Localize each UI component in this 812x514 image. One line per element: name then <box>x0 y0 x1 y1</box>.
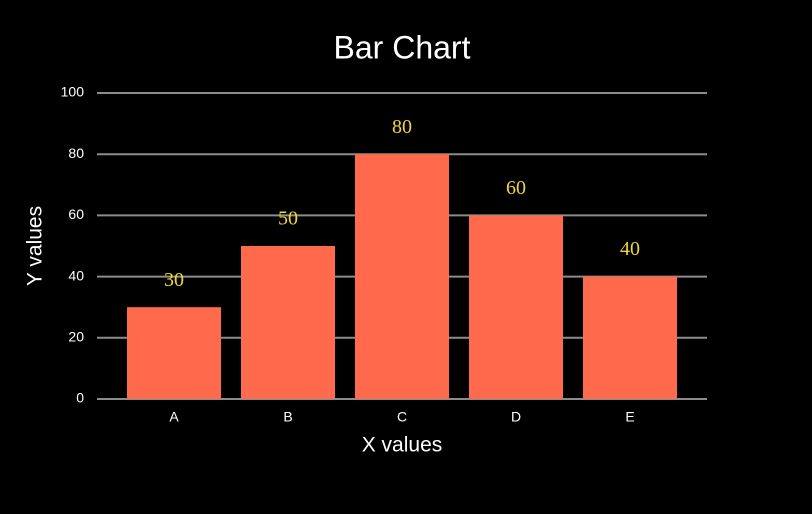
x-tick-label: B <box>283 409 292 425</box>
y-tick-label: 60 <box>68 206 84 222</box>
bar <box>241 246 335 399</box>
y-axis-label: Y values <box>24 206 47 286</box>
value-label: 60 <box>506 177 526 199</box>
value-label: 30 <box>164 269 184 291</box>
value-label: 80 <box>392 116 412 138</box>
x-axis-label: X values <box>362 434 443 457</box>
x-tick-label: A <box>169 409 179 425</box>
x-tick-label: E <box>625 409 634 425</box>
bar <box>355 154 449 399</box>
bar <box>127 307 221 399</box>
value-label: 50 <box>278 208 298 230</box>
y-tick-label: 0 <box>76 390 84 406</box>
y-tick-label: 80 <box>68 145 84 161</box>
y-tick-label: 20 <box>68 329 84 345</box>
bar <box>583 276 677 399</box>
y-tick-label: 100 <box>61 84 85 100</box>
x-tick-label: D <box>511 409 521 425</box>
bar <box>469 215 563 399</box>
y-tick-label: 40 <box>68 267 84 283</box>
chart-title: Bar Chart <box>334 29 471 65</box>
x-tick-label: C <box>397 409 407 425</box>
value-label: 40 <box>620 238 640 260</box>
